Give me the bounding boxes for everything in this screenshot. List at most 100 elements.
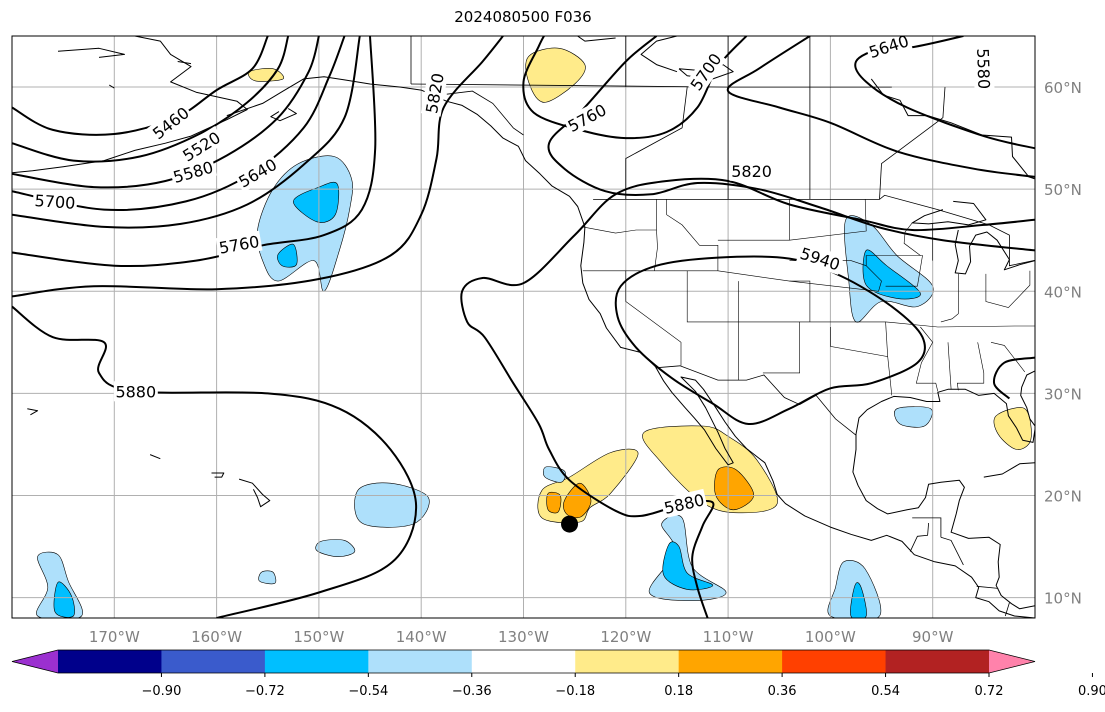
country-border — [909, 522, 929, 552]
state-boundary — [582, 255, 882, 292]
state-boundary — [625, 270, 682, 366]
longitude-tick-label: 170°W — [89, 628, 140, 646]
state-boundary — [789, 280, 811, 322]
contour-label-background — [973, 46, 995, 92]
contour-label-background — [684, 47, 727, 96]
shaded-region-orange-east-pacific-small — [546, 491, 562, 514]
colorbar-extend-high — [989, 650, 1035, 673]
contour-label-background — [177, 126, 226, 167]
state-boundary — [940, 273, 959, 323]
contour-label-background — [660, 488, 708, 519]
state-boundary — [582, 226, 657, 234]
state-boundary — [686, 270, 1035, 328]
coastline — [177, 61, 192, 65]
longitude-tick-label: 160°W — [191, 628, 242, 646]
coastline — [211, 472, 225, 478]
longitude-tick-label: 150°W — [293, 628, 344, 646]
country-border-layer — [410, 36, 1035, 617]
height-contour — [12, 36, 504, 298]
colorbar-tick-label: −0.72 — [245, 684, 285, 699]
colorbar-tick-label: −0.18 — [555, 684, 595, 699]
shaded-region-blue-gulf-of-alaska — [292, 181, 340, 223]
country-border — [625, 87, 688, 200]
contour-label-background — [32, 189, 78, 213]
country-border — [879, 87, 946, 200]
colorbar-segment — [782, 650, 887, 673]
coastline — [27, 408, 39, 416]
contour-label-background — [864, 36, 913, 63]
country-border — [912, 517, 942, 538]
coastline — [954, 229, 1035, 275]
latitude-tick-label: 30°N — [1044, 385, 1082, 403]
contour-label-background — [796, 242, 845, 275]
coastline — [852, 388, 1035, 610]
colorbar-tick-label: 0.72 — [975, 684, 1004, 699]
contour-label-text: 5700 — [34, 191, 76, 213]
contour-label-background — [113, 381, 158, 402]
longitude-tick-label: 130°W — [498, 628, 549, 646]
height-contour — [12, 36, 361, 229]
shaded-region-blue-tropical-east — [662, 541, 714, 591]
colorbar: −0.90 −0.72 −0.54 −0.36 −0.18 0.18 0.36 0.54 0.7… — [11, 649, 1105, 699]
colorbar-segment — [264, 650, 369, 673]
coastline — [1020, 370, 1035, 427]
coastline — [640, 36, 678, 73]
state-boundary — [762, 321, 801, 374]
height-contour — [12, 36, 320, 189]
shaded-region-blue-great-plains — [862, 249, 921, 300]
colorbar-segment — [58, 650, 162, 673]
country-border — [446, 90, 524, 136]
colorbar-tick-label: 0.90 — [1078, 684, 1105, 699]
latitude-tick-label: 60°N — [1044, 79, 1082, 97]
height-contour — [522, 36, 748, 140]
height-contour — [726, 36, 1035, 178]
state-boundary — [990, 342, 1026, 373]
state-boundary — [885, 321, 888, 357]
contour-label-background — [215, 230, 263, 258]
height-contour — [12, 36, 290, 163]
longitude-tick-label: 100°W — [805, 628, 856, 646]
contour-label: 5820 — [729, 160, 774, 181]
coastline-layer — [12, 36, 1035, 618]
longitude-tick-label: 140°W — [396, 628, 447, 646]
country-border — [976, 585, 999, 589]
shaded-region-blue-central-america — [850, 582, 867, 618]
state-boundary — [789, 199, 867, 241]
coastline — [270, 108, 297, 122]
contour-label-background — [169, 156, 218, 188]
colorbar-tick-label: −0.90 — [142, 684, 182, 699]
latitude-tick-label: 10°N — [1044, 590, 1082, 608]
shaded-region-orange-mexico — [714, 466, 755, 511]
colorbar-tick-label: 0.54 — [871, 684, 900, 699]
coastline — [149, 454, 161, 460]
colorbar-segment — [471, 650, 576, 673]
latitude-tick-label: 40°N — [1044, 283, 1082, 301]
height-contour — [12, 36, 377, 268]
colorbar-tick-label: −0.36 — [452, 684, 492, 699]
colorbar-segment — [678, 650, 783, 673]
colorbar-tick-label: −0.54 — [348, 684, 388, 699]
coastline — [108, 84, 115, 89]
state-boundary — [956, 342, 985, 391]
shaded-region-yellow-bering — [247, 68, 285, 82]
contour-label: 5700 — [32, 189, 78, 213]
state-boundary — [866, 255, 923, 287]
state-boundary — [654, 199, 658, 271]
shaded-region-yellow-alaska — [525, 47, 586, 103]
country-border — [593, 194, 1035, 267]
state-boundary — [947, 342, 952, 390]
colorbar-tick-label: 0.36 — [768, 684, 797, 699]
contour-label-text: 5880 — [115, 382, 156, 401]
longitude-tick-label: 110°W — [703, 628, 754, 646]
state-boundary — [903, 222, 921, 256]
coastline — [911, 200, 987, 226]
coastline — [226, 76, 1035, 618]
contour-label-text: 5580 — [973, 48, 993, 89]
coastline — [12, 36, 248, 174]
latitude-tick-labels: 10°N 20°N 30°N 40°N 50°N 60°N — [1044, 79, 1082, 608]
colorbar-segment — [575, 650, 680, 673]
country-border — [940, 536, 964, 566]
coastline — [238, 478, 271, 508]
